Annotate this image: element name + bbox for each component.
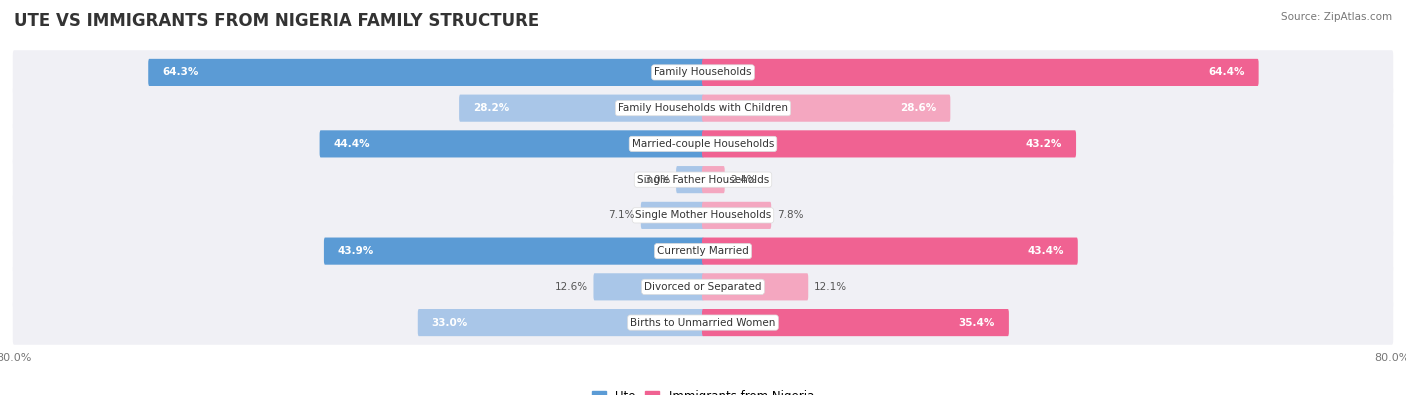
FancyBboxPatch shape (702, 130, 1076, 158)
FancyBboxPatch shape (702, 273, 808, 301)
FancyBboxPatch shape (702, 59, 1258, 86)
Text: 33.0%: 33.0% (432, 318, 468, 327)
Text: Currently Married: Currently Married (657, 246, 749, 256)
FancyBboxPatch shape (460, 94, 704, 122)
Text: 43.4%: 43.4% (1028, 246, 1064, 256)
Text: 44.4%: 44.4% (333, 139, 370, 149)
FancyBboxPatch shape (13, 193, 1393, 237)
Text: 64.3%: 64.3% (162, 68, 198, 77)
Text: 35.4%: 35.4% (959, 318, 995, 327)
FancyBboxPatch shape (641, 202, 704, 229)
Text: 2.4%: 2.4% (731, 175, 756, 184)
Text: 43.2%: 43.2% (1026, 139, 1062, 149)
FancyBboxPatch shape (593, 273, 704, 301)
FancyBboxPatch shape (148, 59, 704, 86)
FancyBboxPatch shape (323, 237, 704, 265)
FancyBboxPatch shape (702, 202, 772, 229)
FancyBboxPatch shape (13, 50, 1393, 94)
Text: 3.0%: 3.0% (644, 175, 671, 184)
FancyBboxPatch shape (319, 130, 704, 158)
Text: Married-couple Households: Married-couple Households (631, 139, 775, 149)
Text: Source: ZipAtlas.com: Source: ZipAtlas.com (1281, 12, 1392, 22)
Text: Family Households: Family Households (654, 68, 752, 77)
Text: Divorced or Separated: Divorced or Separated (644, 282, 762, 292)
FancyBboxPatch shape (418, 309, 704, 336)
Text: 7.8%: 7.8% (778, 211, 804, 220)
Text: UTE VS IMMIGRANTS FROM NIGERIA FAMILY STRUCTURE: UTE VS IMMIGRANTS FROM NIGERIA FAMILY ST… (14, 12, 540, 30)
FancyBboxPatch shape (13, 86, 1393, 130)
Text: Family Households with Children: Family Households with Children (619, 103, 787, 113)
Text: 43.9%: 43.9% (337, 246, 374, 256)
Text: 7.1%: 7.1% (609, 211, 636, 220)
Text: 12.1%: 12.1% (814, 282, 848, 292)
FancyBboxPatch shape (13, 158, 1393, 202)
FancyBboxPatch shape (702, 166, 724, 193)
Text: Births to Unmarried Women: Births to Unmarried Women (630, 318, 776, 327)
Legend: Ute, Immigrants from Nigeria: Ute, Immigrants from Nigeria (588, 385, 818, 395)
Text: Single Father Households: Single Father Households (637, 175, 769, 184)
Text: Single Mother Households: Single Mother Households (636, 211, 770, 220)
Text: 64.4%: 64.4% (1208, 68, 1244, 77)
Text: 28.6%: 28.6% (900, 103, 936, 113)
FancyBboxPatch shape (676, 166, 704, 193)
FancyBboxPatch shape (702, 94, 950, 122)
Text: 12.6%: 12.6% (554, 282, 588, 292)
Text: 28.2%: 28.2% (472, 103, 509, 113)
FancyBboxPatch shape (13, 229, 1393, 273)
FancyBboxPatch shape (13, 301, 1393, 345)
FancyBboxPatch shape (13, 122, 1393, 166)
FancyBboxPatch shape (702, 237, 1078, 265)
FancyBboxPatch shape (13, 265, 1393, 309)
FancyBboxPatch shape (702, 309, 1010, 336)
